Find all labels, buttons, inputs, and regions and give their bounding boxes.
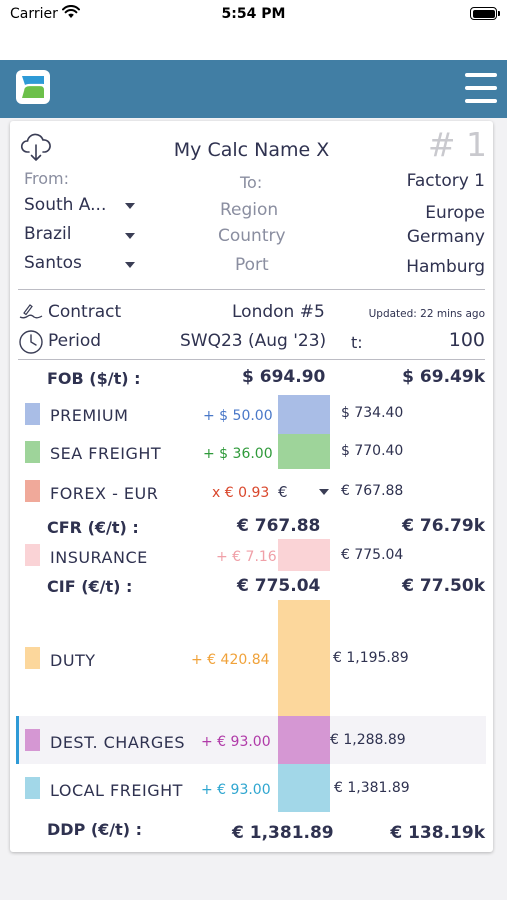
battery-icon — [470, 7, 500, 20]
dest-charges-row[interactable] — [16, 716, 486, 764]
tonnage-input[interactable]: 100 — [448, 329, 485, 351]
fob-unit-value: $ 694.90 — [242, 367, 326, 387]
ddp-total: € 138.19k — [390, 823, 485, 843]
app-top-bar — [0, 60, 507, 118]
forex-running: € 767.88 — [341, 483, 404, 499]
cfr-label: CFR (€/t) : — [47, 518, 139, 537]
carrier-label: Carrier — [10, 6, 58, 22]
divider — [18, 359, 485, 360]
app-logo-icon[interactable] — [16, 70, 50, 104]
sea-freight-label[interactable]: SEA FREIGHT — [50, 444, 162, 463]
divider — [18, 289, 485, 290]
insurance-bar — [278, 539, 330, 571]
to-label: To: — [240, 173, 263, 192]
destination-name[interactable]: Factory 1 — [406, 171, 485, 191]
duty-running: € 1,195.89 — [333, 650, 409, 666]
duty-swatch — [25, 647, 40, 669]
premium-swatch — [25, 403, 40, 425]
fob-total: $ 69.49k — [402, 367, 485, 387]
dest-charges-swatch — [25, 729, 40, 751]
region-label: Region — [220, 200, 279, 220]
tonnage-label: t: — [351, 333, 363, 352]
sea-freight-delta[interactable]: + $ 36.00 — [203, 446, 273, 462]
calc-name[interactable]: My Calc Name X — [173, 139, 330, 161]
premium-bar — [278, 395, 330, 434]
contract-pen-icon — [19, 304, 43, 319]
period-label: Period — [48, 331, 102, 351]
sea-freight-bar — [278, 434, 330, 469]
duty-bar — [278, 600, 330, 716]
sea-freight-running: $ 770.40 — [341, 443, 404, 459]
dest-charges-label[interactable]: DEST. CHARGES — [50, 733, 186, 752]
dest-charges-running: € 1,288.89 — [330, 732, 406, 748]
period-value[interactable]: SWQ23 (Aug '23) — [180, 331, 327, 351]
local-freight-label[interactable]: LOCAL FREIGHT — [50, 781, 183, 800]
sea-freight-swatch — [25, 441, 40, 463]
insurance-running: € 775.04 — [341, 547, 404, 563]
fob-label: FOB ($/t) : — [47, 369, 141, 388]
premium-delta[interactable]: + $ 50.00 — [203, 408, 273, 424]
wifi-icon — [62, 5, 80, 18]
duty-delta[interactable]: + € 420.84 — [191, 652, 270, 668]
row-selection-indicator — [16, 716, 19, 764]
clock-icon — [19, 330, 43, 354]
dest-charges-bar — [278, 716, 330, 764]
local-freight-bar — [278, 764, 330, 812]
cif-label: CIF (€/t) : — [47, 577, 133, 596]
contract-value[interactable]: London #5 — [232, 302, 325, 322]
insurance-delta[interactable]: + € 7.16 — [216, 549, 277, 565]
duty-label[interactable]: DUTY — [50, 651, 96, 670]
ddp-label: DDP (€/t) : — [47, 820, 143, 839]
calc-card: My Calc Name X # 1 From: To: Factory 1 S… — [10, 121, 493, 852]
from-country-select[interactable]: Brazil — [24, 224, 72, 244]
chevron-down-icon[interactable] — [319, 489, 329, 495]
forex-currency-select[interactable]: € — [278, 483, 288, 501]
insurance-label[interactable]: INSURANCE — [50, 548, 148, 567]
to-port-value[interactable]: Hamburg — [406, 257, 485, 277]
ddp-unit-value: € 1,381.89 — [232, 823, 334, 843]
to-region-value[interactable]: Europe — [425, 203, 485, 223]
forex-label[interactable]: FOREX - EUR — [50, 484, 159, 503]
premium-label[interactable]: PREMIUM — [50, 406, 129, 425]
cloud-download-icon[interactable] — [20, 133, 52, 163]
country-label: Country — [218, 226, 286, 246]
clock-time: 5:54 PM — [221, 6, 286, 22]
chevron-down-icon[interactable] — [125, 233, 135, 239]
to-country-value[interactable]: Germany — [406, 227, 485, 247]
cif-total: € 77.50k — [402, 576, 485, 596]
insurance-swatch — [25, 544, 40, 566]
chevron-down-icon[interactable] — [125, 203, 135, 209]
cfr-unit-value: € 767.88 — [237, 516, 321, 536]
cfr-total: € 76.79k — [402, 516, 485, 536]
local-freight-running: € 1,381.89 — [334, 780, 410, 796]
from-port-select[interactable]: Santos — [24, 253, 82, 273]
port-label: Port — [235, 255, 269, 275]
local-freight-delta[interactable]: + € 93.00 — [201, 782, 271, 798]
local-freight-swatch — [25, 777, 40, 799]
from-region-select[interactable]: South A... — [24, 195, 107, 215]
dest-charges-delta[interactable]: + € 93.00 — [201, 734, 271, 750]
status-bar: Carrier 5:54 PM — [0, 0, 507, 60]
chevron-down-icon[interactable] — [125, 262, 135, 268]
updated-timestamp: Updated: 22 mins ago — [368, 308, 485, 320]
hamburger-menu-icon[interactable] — [465, 73, 497, 103]
from-label: From: — [24, 169, 70, 188]
premium-running: $ 734.40 — [341, 405, 404, 421]
cif-unit-value: € 775.04 — [237, 576, 321, 596]
calc-number: # 1 — [427, 125, 487, 164]
forex-rate[interactable]: x € 0.93 — [212, 485, 270, 501]
contract-label: Contract — [48, 302, 122, 322]
forex-swatch — [25, 480, 40, 502]
